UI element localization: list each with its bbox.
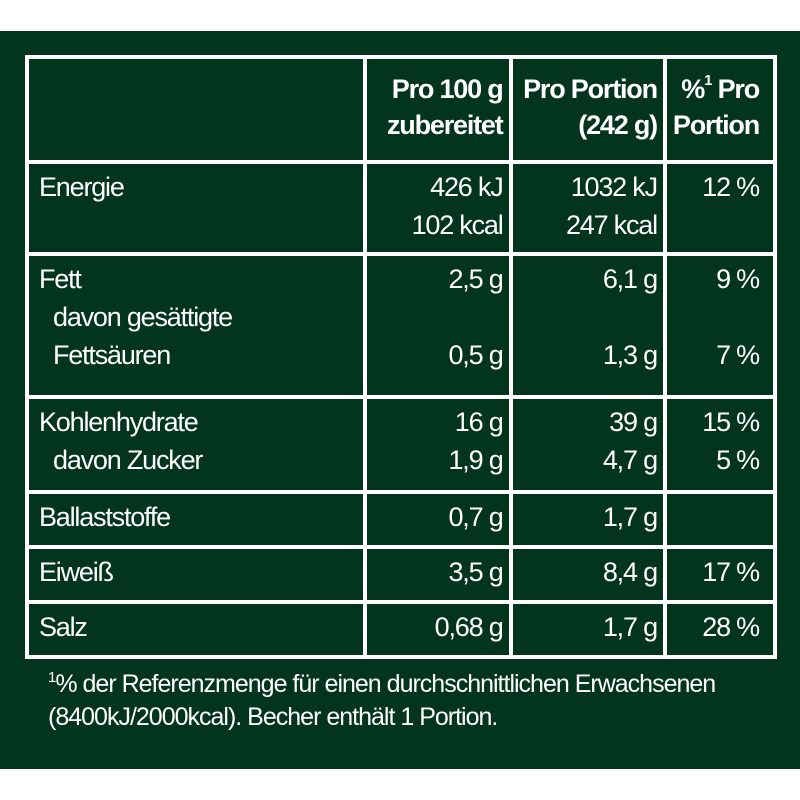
cell-text: 0,68 g [434, 612, 504, 642]
cell-text [677, 498, 759, 536]
cell-text: 17 % [702, 557, 760, 587]
label-cell: Kohlenhydrate davon Zucker [29, 399, 363, 490]
cell-text: 5 % [716, 445, 760, 475]
cell-text: 426 kJ [430, 172, 504, 202]
cell-text: 39 g [609, 407, 658, 437]
portion-cell: 1,7 g [512, 604, 663, 655]
percent: % [681, 74, 705, 104]
table-row: Fett davon gesättigte Fettsäuren 2,5 g 0,5 … [29, 256, 773, 395]
cell-text: 1,7 g [602, 612, 658, 642]
per100-cell: 0,7 g [366, 494, 509, 545]
per100-cell: 3,5 g [366, 549, 509, 600]
cell-text: Kohlenhydrate [39, 407, 199, 437]
ri-cell: 9 % 7 % [666, 256, 773, 395]
cell-text: 12 % [702, 172, 760, 202]
cell-text: davon gesättigte [53, 302, 233, 332]
cell-text: 9 % [716, 264, 760, 294]
table-row: Ballaststoffe 0,7 g 1,7 g [29, 494, 773, 545]
cell-text: 16 g [454, 407, 504, 437]
ri-cell: 12 % [666, 164, 773, 252]
cell-text: 2,5 g [448, 264, 503, 294]
header-text: Portion [672, 110, 760, 140]
ri-cell: 15 % 5 % [666, 399, 773, 490]
portion-cell: 39 g 4,7 g [512, 399, 663, 490]
per100-cell: 16 g 1,9 g [366, 399, 509, 490]
cell-text: 1032 kJ [570, 172, 658, 202]
cell-text: 15 % [702, 407, 760, 437]
table-row: Eiweiß 3,5 g 8,4 g 17 % [29, 549, 773, 600]
cell-text: Eiweiß [39, 557, 114, 587]
table-row: Salz 0,68 g 1,7 g 28 % [29, 604, 773, 655]
header-text: Pro Portion [523, 74, 658, 104]
header-text: (242 g) [578, 110, 658, 140]
cell-text: Energie [39, 172, 125, 202]
cell-text [677, 298, 759, 336]
cell-text: 1,9 g [448, 445, 503, 475]
ri-cell [666, 494, 773, 545]
cell-text: Salz [39, 612, 88, 642]
footnote-marker: 1 [48, 669, 56, 686]
header-text: Pro [717, 74, 761, 104]
cell-text: 28 % [702, 612, 760, 642]
per100-cell: 0,68 g [366, 604, 509, 655]
footnote-marker: 1 [704, 72, 712, 89]
cell-text: 0,5 g [448, 340, 503, 370]
cell-text: 1,3 g [602, 340, 658, 370]
cell-text [523, 298, 657, 336]
label-cell: Salz [29, 604, 363, 655]
cell-text: 6,1 g [602, 264, 658, 294]
table-row: Energie 426 kJ 102 kcal 1032 kJ 247 kcal 12 % [29, 164, 773, 252]
header-label-cell [29, 59, 363, 160]
header-ri: %1 Pro Portion [666, 59, 773, 160]
cell-text: 8,4 g [602, 557, 658, 587]
portion-cell: 8,4 g [512, 549, 663, 600]
header-row: Pro 100 g zubereitet Pro Portion (242 g) %… [29, 59, 773, 160]
cell-text: 247 kcal [565, 210, 658, 240]
label-cell: Energie [29, 164, 363, 252]
header-per100: Pro 100 g zubereitet [366, 59, 509, 160]
per100-cell: 2,5 g 0,5 g [366, 256, 509, 395]
header-text: zubereitet [387, 110, 504, 140]
ri-cell: 17 % [666, 549, 773, 600]
cell-text: 102 kcal [411, 210, 504, 240]
cell-text: 3,5 g [448, 557, 503, 587]
portion-cell: 1,7 g [512, 494, 663, 545]
header-portion: Pro Portion (242 g) [512, 59, 663, 160]
cell-text: 0,7 g [448, 502, 503, 532]
footnote: 1% der Referenzmenge für einen durchschn… [48, 668, 716, 734]
footnote-line: (8400kJ/2000kcal). Becher enthält 1 Port… [48, 703, 498, 731]
cell-text: Fett [39, 264, 82, 294]
label-cell: Ballaststoffe [29, 494, 363, 545]
nutrition-table: Pro 100 g zubereitet Pro Portion (242 g) %… [25, 55, 777, 659]
cell-text: 7 % [716, 340, 760, 370]
cell-text: Ballaststoffe [39, 502, 171, 532]
header-text: %1 Pro [673, 71, 761, 107]
ri-cell: 28 % [666, 604, 773, 655]
header-text: Pro 100 g [391, 74, 504, 104]
cell-text: 1,7 g [602, 502, 658, 532]
portion-cell: 6,1 g 1,3 g [512, 256, 663, 395]
portion-cell: 1032 kJ 247 kcal [512, 164, 663, 252]
footnote-line: % der Referenzmenge für einen durchschni… [55, 670, 716, 698]
per100-cell: 426 kJ 102 kcal [366, 164, 509, 252]
label-cell: Eiweiß [29, 549, 363, 600]
label-cell: Fett davon gesättigte Fettsäuren [29, 256, 363, 395]
cell-text [377, 298, 503, 336]
cell-text: 4,7 g [602, 445, 658, 475]
cell-text: Fettsäuren [53, 340, 171, 370]
cell-text: davon Zucker [53, 445, 203, 475]
table-row: Kohlenhydrate davon Zucker 16 g 1,9 g 39 g 4,… [29, 399, 773, 490]
